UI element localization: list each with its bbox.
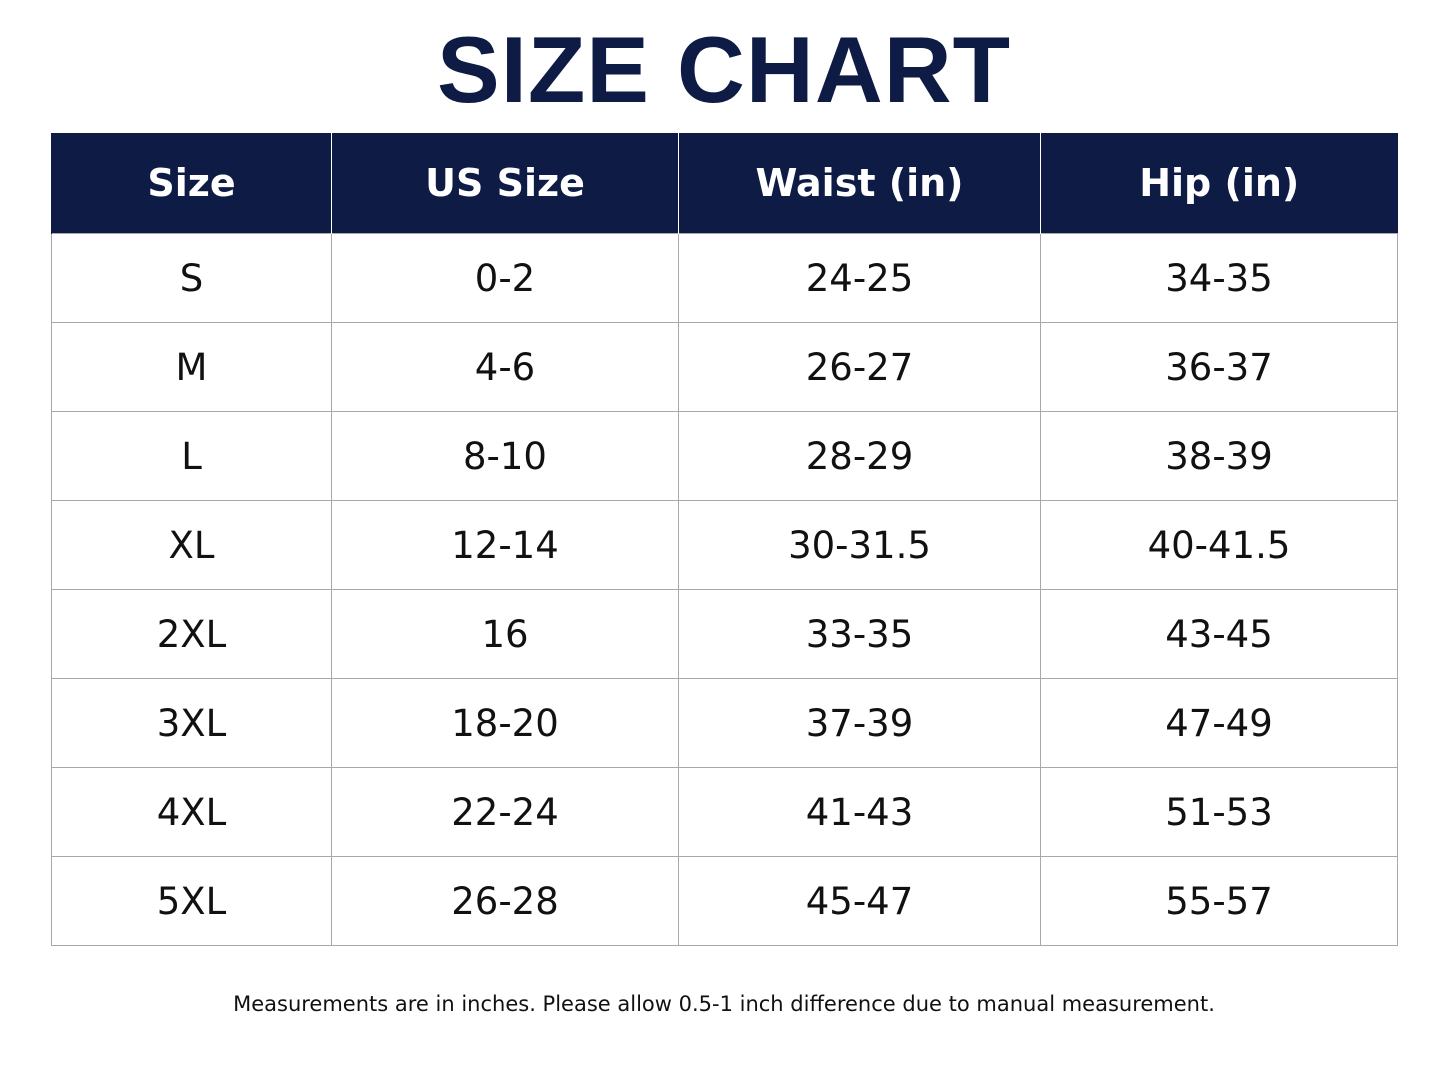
cell-waist: 41-43	[678, 767, 1041, 857]
table-row: L 8-10 28-29 38-39	[51, 411, 1398, 501]
cell-size: 2XL	[51, 589, 332, 679]
table-row: M 4-6 26-27 36-37	[51, 322, 1398, 412]
cell-size: 3XL	[51, 678, 332, 768]
cell-waist: 24-25	[678, 233, 1041, 323]
cell-hip: 47-49	[1040, 678, 1398, 768]
cell-waist: 45-47	[678, 856, 1041, 946]
cell-us-size: 26-28	[331, 856, 679, 946]
cell-size: 5XL	[51, 856, 332, 946]
size-chart-table: Size US Size Waist (in) Hip (in) S 0-2 24-…	[51, 133, 1398, 946]
cell-hip: 34-35	[1040, 233, 1398, 323]
cell-waist: 26-27	[678, 322, 1041, 412]
cell-waist: 28-29	[678, 411, 1041, 501]
cell-hip: 40-41.5	[1040, 500, 1398, 590]
cell-waist: 37-39	[678, 678, 1041, 768]
cell-size: L	[51, 411, 332, 501]
cell-hip: 51-53	[1040, 767, 1398, 857]
column-header-size: Size	[51, 133, 332, 234]
cell-hip: 36-37	[1040, 322, 1398, 412]
cell-us-size: 22-24	[331, 767, 679, 857]
measurement-note: Measurements are in inches. Please allow…	[233, 992, 1215, 1016]
table-row: S 0-2 24-25 34-35	[51, 233, 1398, 323]
cell-hip: 55-57	[1040, 856, 1398, 946]
cell-us-size: 18-20	[331, 678, 679, 768]
table-body: S 0-2 24-25 34-35 M 4-6 26-27 36-37 L 8-10 28-29 38…	[51, 233, 1398, 946]
cell-size: S	[51, 233, 332, 323]
cell-us-size: 12-14	[331, 500, 679, 590]
column-header-us-size: US Size	[331, 133, 679, 234]
cell-us-size: 4-6	[331, 322, 679, 412]
table-row: 2XL 16 33-35 43-45	[51, 589, 1398, 679]
cell-size: 4XL	[51, 767, 332, 857]
cell-us-size: 16	[331, 589, 679, 679]
table-header-row: Size US Size Waist (in) Hip (in)	[51, 133, 1398, 234]
table-row: XL 12-14 30-31.5 40-41.5	[51, 500, 1398, 590]
column-header-hip: Hip (in)	[1040, 133, 1398, 234]
cell-hip: 43-45	[1040, 589, 1398, 679]
column-header-waist: Waist (in)	[678, 133, 1041, 234]
cell-waist: 33-35	[678, 589, 1041, 679]
table-row: 3XL 18-20 37-39 47-49	[51, 678, 1398, 768]
cell-size: M	[51, 322, 332, 412]
cell-hip: 38-39	[1040, 411, 1398, 501]
page-title: SIZE CHART	[437, 17, 1011, 122]
cell-us-size: 8-10	[331, 411, 679, 501]
cell-us-size: 0-2	[331, 233, 679, 323]
table-row: 5XL 26-28 45-47 55-57	[51, 856, 1398, 946]
table-row: 4XL 22-24 41-43 51-53	[51, 767, 1398, 857]
cell-waist: 30-31.5	[678, 500, 1041, 590]
cell-size: XL	[51, 500, 332, 590]
